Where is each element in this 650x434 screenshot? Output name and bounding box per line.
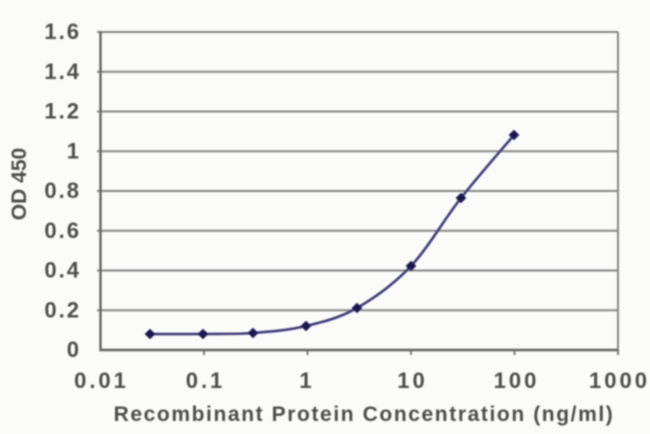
svg-text:10: 10	[397, 368, 427, 393]
svg-text:1000: 1000	[589, 368, 650, 393]
svg-text:0: 0	[67, 337, 81, 362]
svg-text:1.2: 1.2	[44, 99, 81, 124]
svg-text:0.1: 0.1	[186, 368, 226, 393]
svg-text:0.6: 0.6	[44, 218, 81, 243]
svg-text:0.4: 0.4	[44, 258, 81, 283]
svg-text:Recombinant Protein Concentrat: Recombinant Protein Concentration (ng/ml…	[114, 403, 615, 426]
svg-text:0.01: 0.01	[74, 368, 129, 393]
svg-text:0.8: 0.8	[44, 178, 81, 203]
svg-text:1: 1	[67, 138, 81, 163]
svg-text:0.2: 0.2	[44, 297, 81, 322]
svg-text:100: 100	[494, 368, 540, 393]
svg-text:1: 1	[299, 368, 314, 393]
svg-text:OD 450: OD 450	[8, 148, 31, 220]
svg-text:1.4: 1.4	[44, 59, 81, 84]
svg-text:1.6: 1.6	[44, 19, 81, 44]
